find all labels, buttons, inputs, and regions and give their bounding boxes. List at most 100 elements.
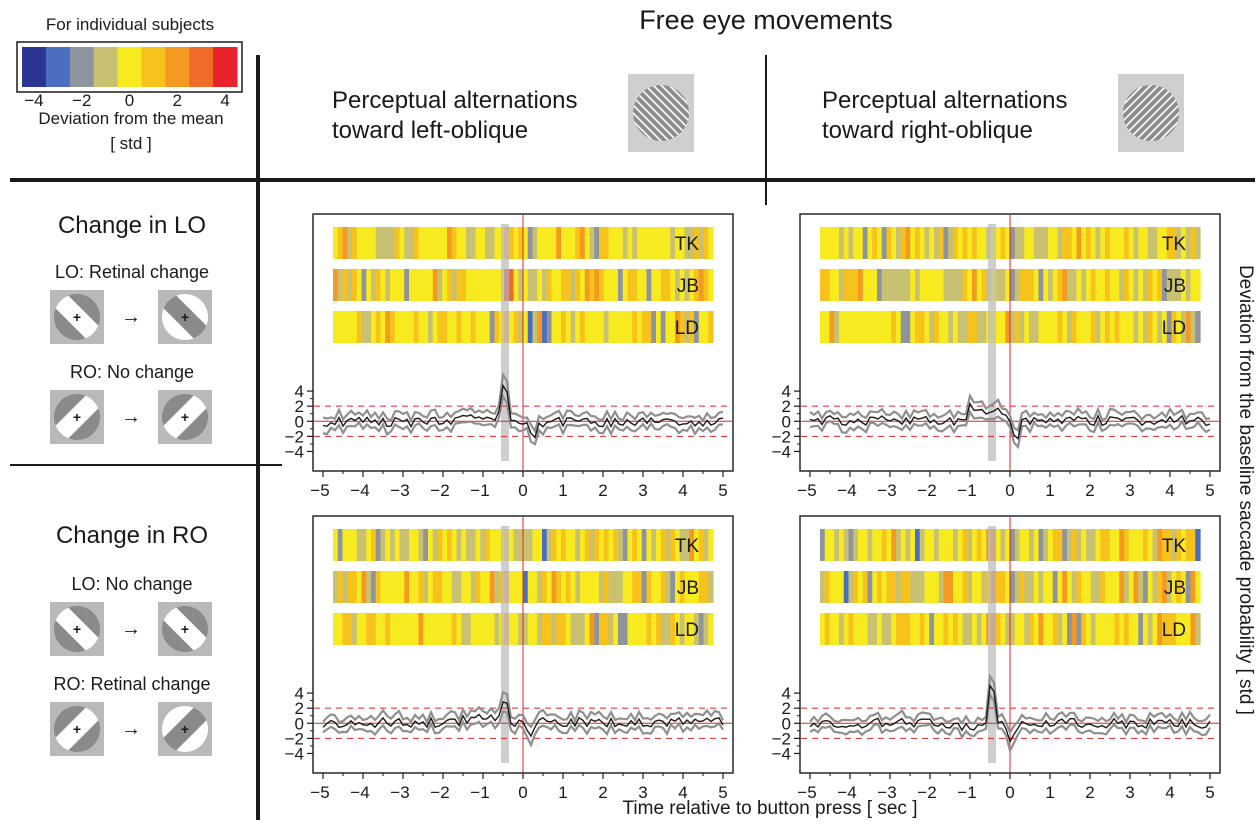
heatmap-cell — [537, 227, 543, 259]
heatmap-cell — [670, 529, 676, 561]
heatmap-cell — [513, 529, 519, 561]
heatmap-cell — [537, 311, 543, 343]
heatmap-cell — [1109, 529, 1116, 561]
heatmap-cell — [976, 571, 983, 603]
heatmap-cell — [656, 571, 662, 603]
heatmap-cell — [646, 571, 652, 603]
fixation-cross: + — [181, 409, 189, 425]
heatmap-cell — [1152, 269, 1158, 301]
colorbar-cell — [22, 47, 47, 87]
heatmap-cell — [656, 311, 662, 343]
heatmap-cell — [1185, 529, 1192, 561]
heatmap-cell — [877, 529, 883, 561]
heatmap-cell — [1086, 269, 1092, 301]
heatmap-cell — [981, 269, 987, 301]
grating-stripe — [633, 85, 689, 141]
heatmap-cell — [603, 571, 610, 603]
heatmap-cell — [361, 227, 367, 259]
heatmap-cell — [542, 613, 548, 645]
heatmap-cell — [1166, 227, 1173, 259]
heatmap-cell — [829, 571, 835, 603]
heatmap-cell — [1067, 529, 1073, 561]
heatmap-cell — [627, 311, 633, 343]
heatmap-cell — [613, 269, 619, 301]
heatmap-cell — [1105, 227, 1111, 259]
heatmap-cell — [1081, 227, 1087, 259]
retinal-change-icon-pair: + → + — [50, 702, 212, 756]
heatmap-cell — [594, 311, 600, 343]
heatmap-cell — [915, 571, 921, 603]
heatmap-cell — [881, 269, 888, 301]
heatmap-cell — [361, 269, 367, 301]
heatmap-cell — [390, 269, 396, 301]
heatmap-cell — [447, 269, 453, 301]
heatmap-cell — [1067, 269, 1073, 301]
heatmap-cell — [953, 311, 959, 343]
x-tick-label: 0 — [1005, 481, 1014, 500]
heatmap-cell — [1076, 571, 1082, 603]
heatmap-cell — [456, 269, 462, 301]
heatmap-cell — [915, 311, 921, 343]
heatmap-row-jb — [333, 269, 714, 301]
heatmap-cell — [399, 269, 405, 301]
colorbar-tick-label: 4 — [220, 91, 229, 110]
icon-band — [162, 294, 208, 340]
heatmap-cell — [599, 529, 605, 561]
heatmap-cell — [352, 571, 358, 603]
y-tick-label: 0 — [782, 714, 791, 733]
heatmap-cell — [594, 613, 600, 645]
heatmap-cell — [646, 311, 652, 343]
y-tick-label: 4 — [782, 684, 791, 703]
heatmap-cell — [618, 529, 624, 561]
heatmap-cell — [451, 529, 458, 561]
heatmap-cell — [1048, 311, 1054, 343]
heatmap-cell — [1095, 227, 1101, 259]
heatmap-cell — [342, 311, 348, 343]
heatmap-cell — [900, 311, 907, 343]
heatmap-cell — [470, 529, 477, 561]
heatmap-cell — [565, 227, 572, 259]
heatmap-cell — [1119, 571, 1125, 603]
heatmap-cell — [1067, 571, 1073, 603]
heatmap-cell — [891, 269, 897, 301]
heatmap-cell — [948, 529, 954, 561]
heatmap-cell — [513, 571, 519, 603]
heatmap-cell — [409, 269, 415, 301]
heatmap-cell — [385, 571, 391, 603]
condition-label: RO: Retinal change — [53, 674, 210, 694]
heatmap-cell — [675, 613, 681, 645]
heatmap-cell — [1138, 269, 1144, 301]
heatmap-cell — [1076, 529, 1082, 561]
heatmap-cell — [371, 613, 377, 645]
colorbar-cell — [45, 47, 71, 87]
heatmap-cell — [1095, 269, 1101, 301]
subject-label: JB — [1164, 276, 1186, 297]
heatmap-cell — [618, 571, 624, 603]
heatmap-cell — [565, 529, 572, 561]
heatmap-cell — [1128, 227, 1135, 259]
heatmap-cell — [627, 269, 633, 301]
heatmap-cell — [651, 269, 657, 301]
no-change-icon-pair: + → + — [50, 602, 212, 656]
heatmap-cell — [910, 269, 916, 301]
heatmap-cell — [862, 613, 869, 645]
heatmap-cell — [366, 529, 372, 561]
heatmap-cell — [390, 529, 396, 561]
heatmap-cell — [603, 529, 610, 561]
fixation-cross: + — [73, 621, 81, 637]
heatmap-cell — [1114, 613, 1120, 645]
heatmap-cell — [867, 613, 873, 645]
heatmap-cell — [938, 571, 945, 603]
heatmap-cell — [637, 571, 643, 603]
heatmap-cell — [418, 571, 424, 603]
heatmap-cell — [542, 571, 548, 603]
heatmap-cell — [1010, 571, 1016, 603]
heatmap-cell — [466, 269, 472, 301]
heatmap-cell — [910, 227, 916, 259]
heatmap-cell — [929, 227, 935, 259]
column-header-line2: toward left-oblique — [332, 117, 528, 144]
heatmap-cell — [399, 227, 405, 259]
heatmap-cell — [613, 529, 619, 561]
heatmap-row-ld — [820, 613, 1201, 645]
heatmap-cell — [461, 227, 467, 259]
